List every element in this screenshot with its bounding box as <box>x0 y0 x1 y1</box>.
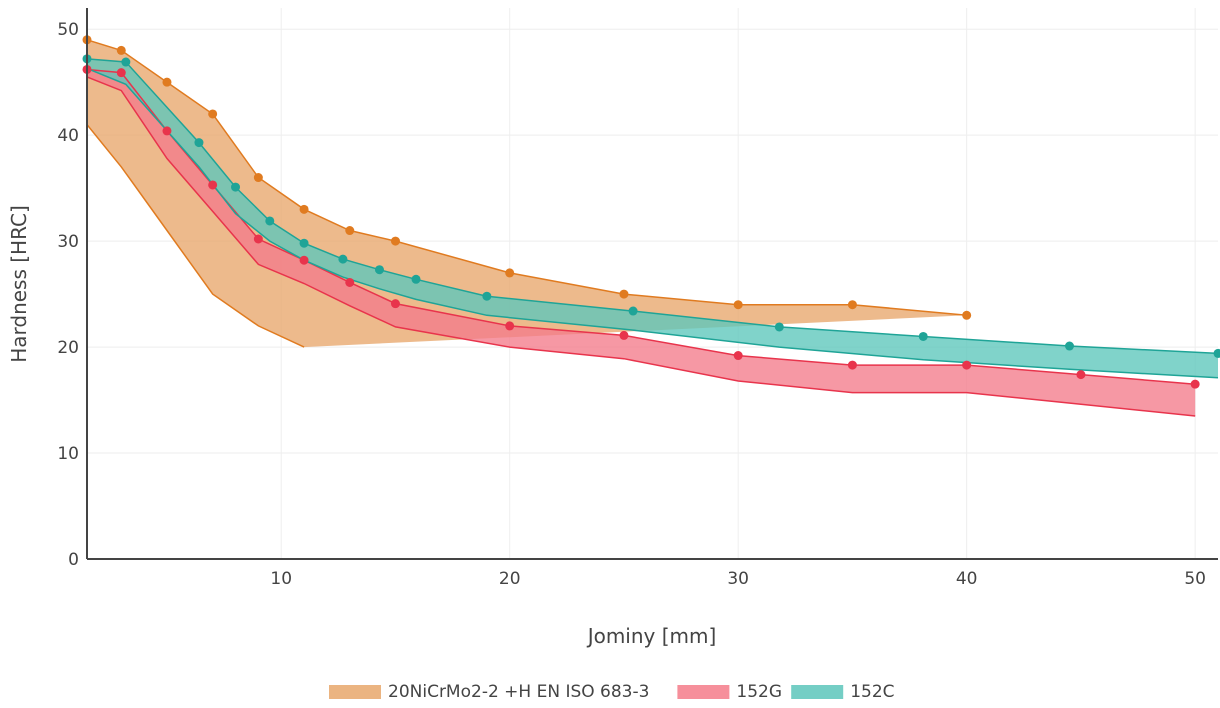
x-tick-label: 10 <box>270 569 292 589</box>
data-point-2 <box>628 306 638 316</box>
data-point-2 <box>121 57 131 67</box>
legend-label: 20NiCrMo2-2 +H EN ISO 683-3 <box>388 682 649 702</box>
data-point-2 <box>1064 341 1074 351</box>
data-point-2 <box>374 265 384 275</box>
legend-label: 152C <box>850 682 894 702</box>
data-point-2 <box>338 254 348 264</box>
data-point-0 <box>390 236 400 246</box>
data-point-1 <box>299 255 309 265</box>
data-point-0 <box>299 204 309 214</box>
data-point-0 <box>162 77 172 87</box>
data-point-0 <box>345 226 355 236</box>
y-tick-label: 0 <box>68 550 79 570</box>
data-point-1 <box>1076 370 1086 380</box>
data-point-0 <box>733 300 743 310</box>
legend: 20NiCrMo2-2 +H EN ISO 683-3 152G 152C <box>329 682 895 702</box>
data-point-0 <box>208 109 218 119</box>
x-tick-label: 20 <box>499 569 521 589</box>
axes <box>86 8 1218 560</box>
data-point-1 <box>505 321 515 331</box>
data-point-2 <box>231 182 241 192</box>
data-point-1 <box>619 330 629 340</box>
x-axis-title: Jominy [mm] <box>586 624 717 648</box>
data-point-2 <box>774 322 784 332</box>
x-tick-label: 40 <box>956 569 978 589</box>
data-point-2 <box>1213 348 1220 358</box>
data-point-1 <box>345 277 355 287</box>
tick-labels: 10 20 30 40 50 0 10 20 30 40 50 <box>57 20 1206 589</box>
data-point-1 <box>116 68 126 78</box>
data-point-0 <box>253 173 263 183</box>
data-point-1 <box>390 299 400 309</box>
y-tick-label: 40 <box>57 126 79 146</box>
band-lower-line-1 <box>86 76 1196 417</box>
legend-swatch <box>677 685 730 699</box>
data-point-2 <box>299 238 309 248</box>
band-fill-2 <box>87 58 1218 378</box>
data-point-2 <box>194 138 204 148</box>
y-tick-label: 30 <box>57 232 79 252</box>
y-tick-label: 20 <box>57 338 79 358</box>
band-fill-1 <box>87 69 1196 416</box>
data-point-2 <box>482 291 492 301</box>
data-point-1 <box>847 360 857 370</box>
band-fills <box>87 39 1218 416</box>
x-tick-label: 50 <box>1184 569 1206 589</box>
data-point-0 <box>116 45 126 55</box>
data-point-0 <box>847 300 857 310</box>
data-point-1 <box>962 360 972 370</box>
y-axis-title: Hardness [HRC] <box>7 205 31 363</box>
data-point-1 <box>1190 379 1200 389</box>
data-point-1 <box>733 351 743 361</box>
data-point-2 <box>265 216 275 226</box>
legend-swatch <box>329 685 381 699</box>
data-point-1 <box>162 126 172 136</box>
data-point-0 <box>505 268 515 278</box>
data-point-1 <box>208 180 218 190</box>
x-tick-label: 30 <box>727 569 749 589</box>
data-point-1 <box>253 234 263 244</box>
data-point-2 <box>918 331 928 341</box>
band-lower-line-0 <box>86 124 305 348</box>
data-point-0 <box>619 289 629 299</box>
data-point-0 <box>962 310 972 320</box>
y-tick-label: 50 <box>57 20 79 40</box>
y-tick-label: 10 <box>57 444 79 464</box>
legend-label: 152G <box>736 682 782 702</box>
legend-swatch <box>791 685 844 699</box>
data-point-2 <box>411 274 421 284</box>
